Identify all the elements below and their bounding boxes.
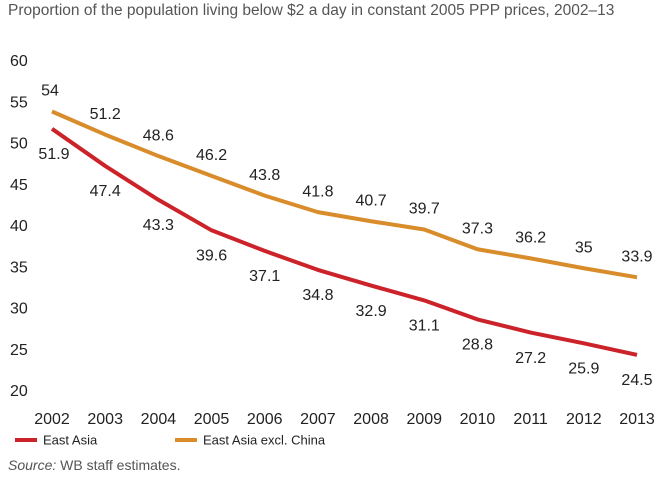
- data-label: 36.2: [515, 230, 546, 247]
- data-label: 34.8: [302, 287, 333, 304]
- x-tick-label: 2010: [460, 411, 496, 428]
- source-label: Source:: [8, 457, 57, 473]
- x-tick-label: 2006: [247, 411, 283, 428]
- data-label: 43.3: [143, 217, 174, 234]
- data-label: 37.3: [462, 220, 493, 237]
- data-label: 40.7: [356, 192, 387, 209]
- y-tick-label: 45: [10, 177, 28, 194]
- x-tick-label: 2009: [406, 411, 442, 428]
- y-tick-label: 35: [10, 259, 28, 276]
- legend-label: East Asia excl. China: [203, 432, 326, 447]
- source-text: WB staff estimates.: [60, 457, 181, 473]
- data-label: 43.8: [249, 167, 280, 184]
- data-label: 39.7: [409, 201, 440, 218]
- x-tick-label: 2003: [87, 411, 123, 428]
- data-label: 39.6: [196, 248, 227, 265]
- y-tick-label: 55: [10, 94, 28, 111]
- data-label: 28.8: [462, 337, 493, 354]
- x-tick-label: 2008: [353, 411, 389, 428]
- x-tick-label: 2007: [300, 411, 336, 428]
- data-label: 47.4: [90, 183, 121, 200]
- y-tick-label: 30: [10, 301, 28, 318]
- series-line: [50, 127, 638, 357]
- data-label: 46.2: [196, 147, 227, 164]
- source-note: Source: WB staff estimates.: [8, 457, 180, 473]
- x-tick-label: 2012: [566, 411, 602, 428]
- data-label: 37.1: [249, 268, 280, 285]
- x-tick-label: 2005: [194, 411, 230, 428]
- x-tick-label: 2004: [141, 411, 177, 428]
- data-label: 48.6: [143, 127, 174, 144]
- data-label: 51.2: [90, 106, 121, 123]
- chart-title: Proportion of the population living belo…: [8, 2, 615, 19]
- data-label: 33.9: [621, 249, 652, 266]
- data-label: 24.5: [621, 372, 652, 389]
- y-tick-label: 60: [10, 53, 28, 70]
- x-tick-label: 2013: [619, 411, 655, 428]
- legend-label: East Asia: [43, 432, 98, 447]
- y-tick-label: 25: [10, 342, 28, 359]
- data-label: 25.9: [568, 361, 599, 378]
- data-label: 35: [575, 239, 593, 256]
- x-tick-label: 2002: [34, 411, 70, 428]
- y-tick-label: 20: [10, 383, 28, 400]
- data-label: 41.8: [302, 183, 333, 200]
- y-tick-label: 40: [10, 218, 28, 235]
- data-label: 51.9: [38, 146, 69, 163]
- data-label: 27.2: [515, 350, 546, 367]
- x-tick-label: 2011: [513, 411, 548, 428]
- data-label: 54: [41, 83, 59, 100]
- y-tick-label: 50: [10, 136, 28, 153]
- data-label: 32.9: [356, 303, 387, 320]
- data-label: 31.1: [409, 318, 440, 335]
- series-line: [51, 109, 638, 280]
